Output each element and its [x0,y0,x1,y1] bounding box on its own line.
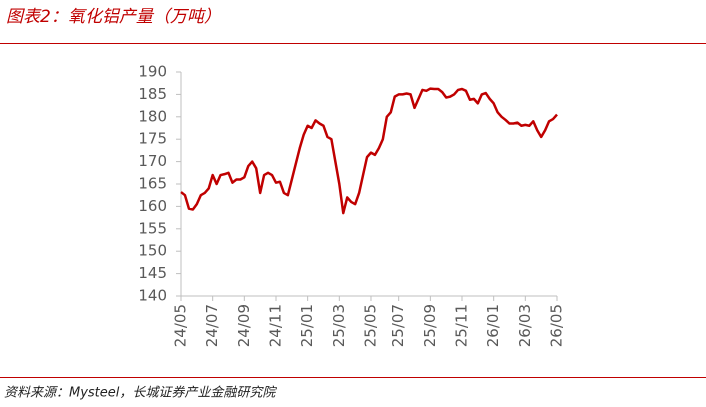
x-tick-label: 24/05 [172,304,190,347]
x-tick-label: 25/05 [361,304,379,347]
source-note: 资料来源：Mysteel，长城证券产业金融研究院 [4,385,277,401]
x-tick-label: 25/11 [453,304,471,347]
y-tick-label: 160 [138,197,167,215]
x-tick-label: 25/01 [298,304,316,347]
y-tick-label: 150 [138,242,167,260]
x-tick-label: 24/11 [266,304,284,347]
x-tick-label: 26/01 [484,304,502,347]
y-tick-label: 190 [138,63,167,81]
x-tick-label: 25/07 [389,304,407,347]
y-tick-label: 175 [138,130,167,148]
x-tick-label: 24/09 [235,304,253,347]
y-tick-label: 155 [138,219,167,237]
x-tick-label: 25/03 [330,304,348,347]
y-tick-label: 170 [138,152,167,170]
y-tick-label: 165 [138,175,167,193]
y-tick-label: 145 [138,264,167,282]
y-tick-label: 140 [138,287,167,305]
x-tick-label: 26/05 [548,304,566,347]
y-tick-label: 185 [138,85,167,103]
x-tick-label: 25/09 [421,304,439,347]
x-tick-label: 24/07 [203,304,221,347]
data-line [180,87,558,215]
x-tick-label: 26/03 [516,304,534,347]
y-tick-label: 180 [138,107,167,125]
chart-title: 图表2：氧化铝产量（万吨） [6,7,221,27]
